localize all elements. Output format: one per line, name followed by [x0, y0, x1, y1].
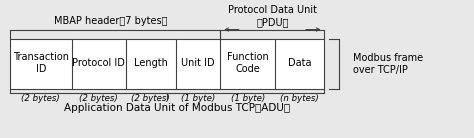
Bar — [10, 39, 324, 89]
Text: (2 bytes): (2 bytes) — [79, 94, 118, 103]
Text: MBAP header（7 bytes）: MBAP header（7 bytes） — [54, 15, 167, 26]
Text: (2 bytes): (2 bytes) — [21, 94, 60, 103]
Text: (1 byte): (1 byte) — [181, 94, 215, 103]
Text: Transaction
ID: Transaction ID — [13, 52, 69, 74]
Text: Data: Data — [288, 58, 311, 68]
Text: (2 bytes): (2 bytes) — [131, 94, 170, 103]
Text: Length: Length — [134, 58, 168, 68]
Text: (n bytes): (n bytes) — [280, 94, 319, 103]
Text: Modbus frame
over TCP/IP: Modbus frame over TCP/IP — [353, 53, 423, 75]
Text: (1 byte): (1 byte) — [230, 94, 265, 103]
Text: Function
Code: Function Code — [227, 52, 268, 74]
Text: Protocol Data Unit
（PDU）: Protocol Data Unit （PDU） — [228, 5, 317, 27]
Text: Protocol ID: Protocol ID — [73, 58, 125, 68]
Text: Unit ID: Unit ID — [181, 58, 215, 68]
Text: Application Data Unit of Modbus TCP（ADU）: Application Data Unit of Modbus TCP（ADU） — [64, 103, 290, 113]
